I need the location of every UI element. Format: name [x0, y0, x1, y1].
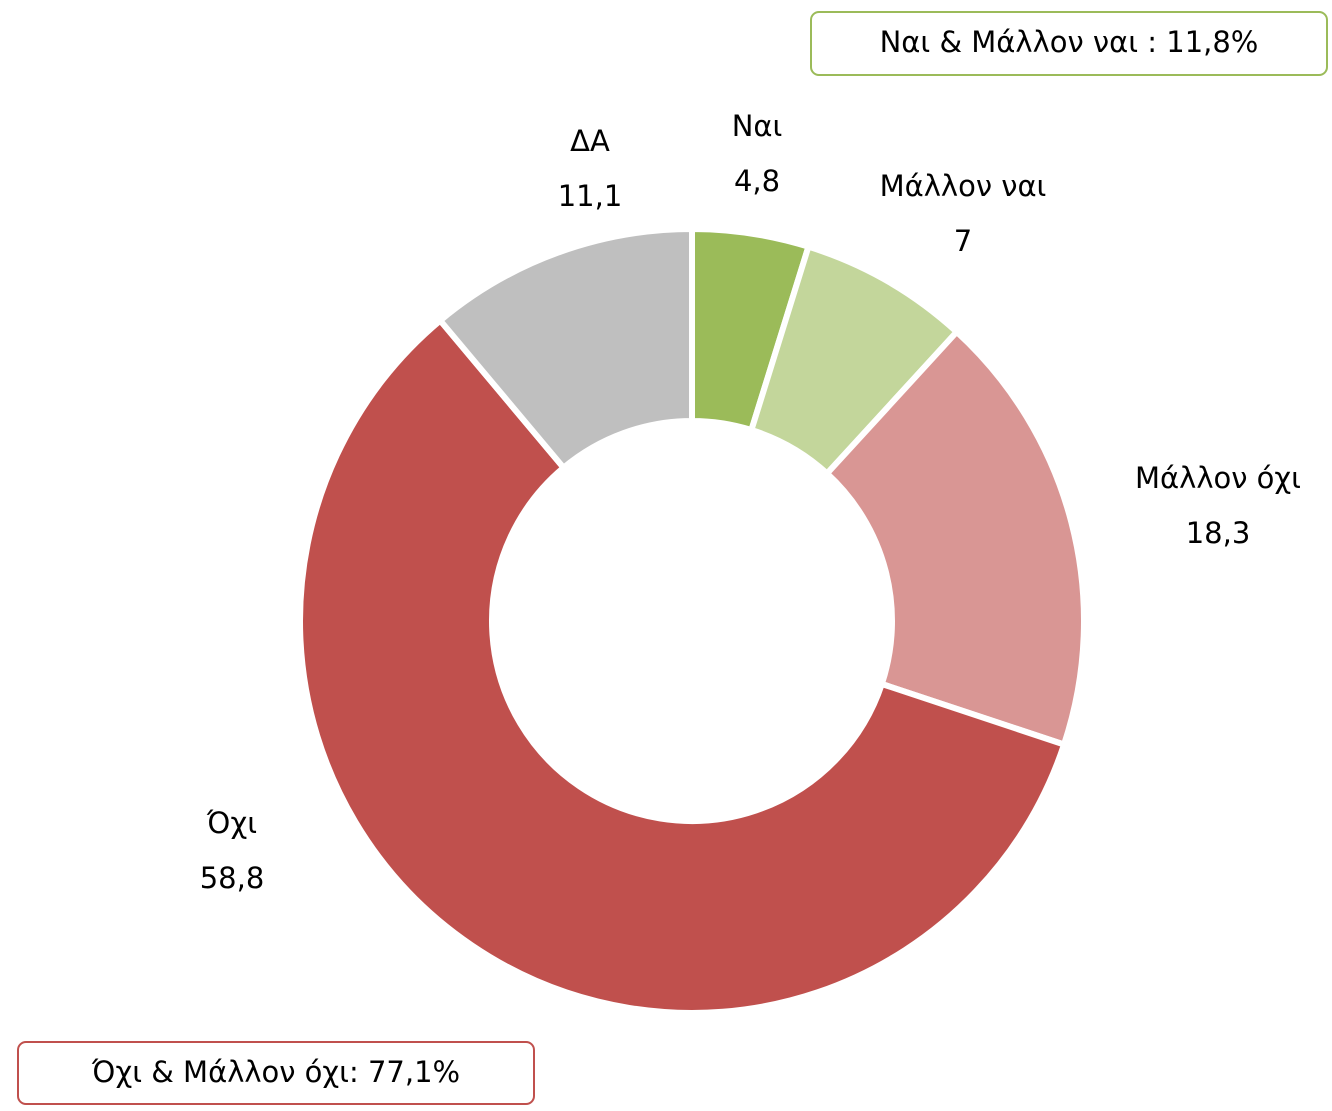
slice-label: Μάλλον ναι	[880, 169, 1047, 203]
value-label: 18,3	[1186, 516, 1251, 550]
value-label: 58,8	[200, 861, 265, 895]
value-label: 4,8	[734, 164, 780, 198]
slice	[822, 327, 1087, 749]
annotation: Όχι & Μάλλον όχι: 77,1%	[91, 1055, 460, 1089]
slice	[436, 225, 695, 472]
slice-label: Όχι	[206, 806, 257, 840]
slice-label: Μάλλον όχι	[1135, 461, 1301, 495]
annotation-box	[17, 1041, 535, 1105]
slice-label: ΔΑ	[570, 124, 610, 158]
annotation: Ναι & Μάλλον ναι : 11,8%	[880, 25, 1259, 59]
annotation-box	[810, 11, 1328, 76]
slice-label: Ναι	[732, 109, 783, 143]
value-label: 11,1	[558, 179, 623, 213]
value-label: 7	[954, 224, 972, 258]
slice	[297, 316, 1068, 1016]
